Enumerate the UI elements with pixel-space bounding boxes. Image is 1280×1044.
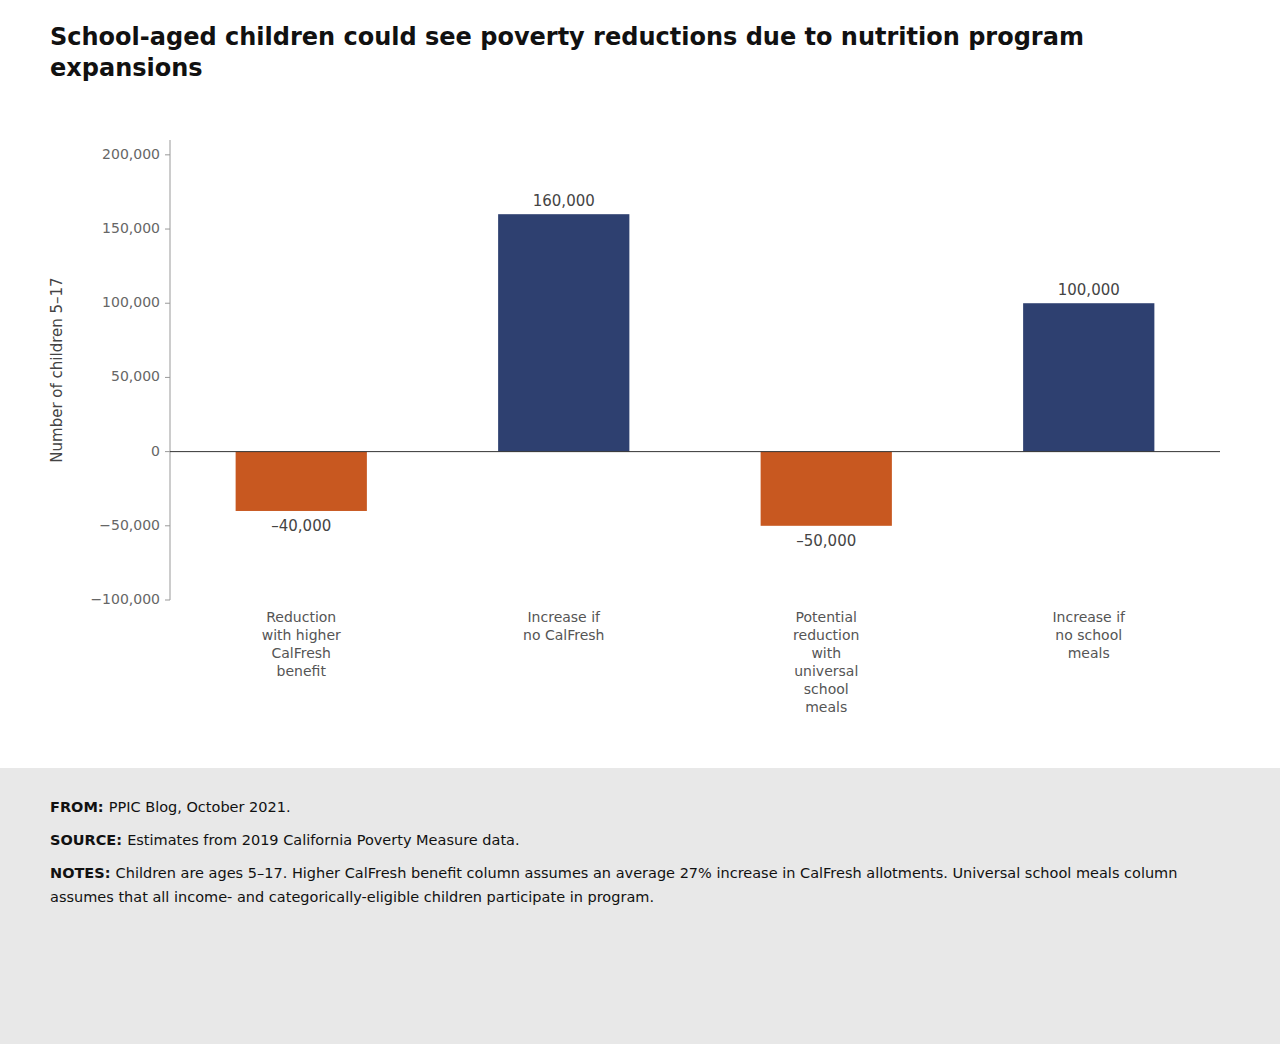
bars [236, 214, 1155, 526]
bar [236, 452, 367, 511]
y-ticks: −100,000 −50,000 0 50,000 100,000 150,000 200,… [90, 146, 170, 607]
footer-label: NOTES: [50, 865, 111, 881]
footer-text: PPIC Blog, October 2021. [109, 799, 291, 815]
bar [761, 452, 892, 526]
footer-line: SOURCE: Estimates from 2019 California Po… [50, 829, 1230, 852]
title: School-aged children could see poverty r… [50, 22, 1230, 84]
y-tick-label: −100,000 [90, 591, 160, 607]
y-tick [165, 154, 170, 155]
chart: −100,000 −50,000 0 50,000 100,000 150,000 200,… [0, 0, 1280, 768]
y-tick [165, 303, 170, 304]
y-axis-line [170, 140, 171, 600]
data-label: 160,000 [533, 192, 595, 210]
bar [1023, 303, 1154, 451]
data-labels: –40,000 160,000 –50,000 100,000 [271, 192, 1120, 550]
y-tick [165, 451, 170, 452]
footer: FROM: PPIC Blog, October 2021. SOURCE: Esti… [0, 768, 1280, 1044]
x-tick-label: Potentialreductionwithuniversalschoolmea… [793, 609, 859, 715]
x-tick-label: Increase ifno schoolmeals [1052, 609, 1126, 661]
data-label: –50,000 [796, 532, 856, 550]
y-tick [165, 229, 170, 230]
y-tick-label: 200,000 [102, 146, 160, 162]
x-tick-labels: Reductionwith higherCalFreshbenefit Incre… [262, 609, 1126, 715]
footer-text: Estimates from 2019 California Poverty M… [127, 832, 519, 848]
footer-line: NOTES:Children are ages 5–17. Higher Cal… [50, 862, 1230, 908]
y-tick-label: 50,000 [111, 368, 160, 384]
bar [498, 214, 629, 451]
footer-line: FROM: PPIC Blog, October 2021. [50, 796, 1230, 819]
data-label: 100,000 [1058, 281, 1120, 299]
x-tick-label: Increase ifno CalFresh [523, 609, 604, 643]
y-axis-label: Number of children 5–17 [48, 277, 66, 462]
footer-label: FROM: [50, 799, 104, 815]
data-label: –40,000 [271, 517, 331, 535]
y-tick-label: 100,000 [102, 294, 160, 310]
y-tick-label: −50,000 [99, 517, 160, 533]
y-tick-label: 0 [151, 443, 160, 459]
footer-label: SOURCE: [50, 832, 122, 848]
footer-text: Children are ages 5–17. Higher CalFresh … [50, 865, 1177, 904]
x-tick-label: Reductionwith higherCalFreshbenefit [262, 609, 341, 679]
y-tick [165, 377, 170, 378]
y-tick [165, 525, 170, 526]
y-tick-label: 150,000 [102, 220, 160, 236]
y-tick [165, 600, 170, 601]
zero-line [170, 451, 1220, 452]
